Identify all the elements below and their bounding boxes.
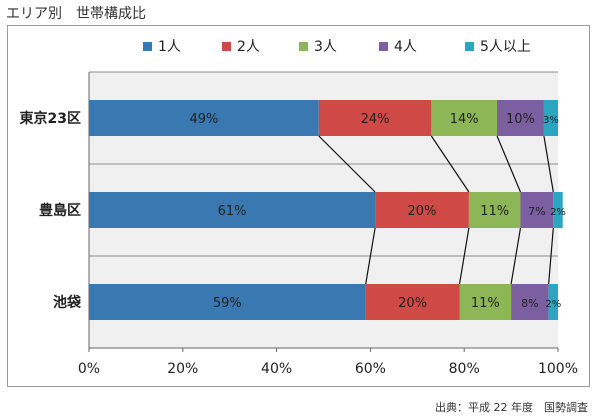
data-label: 20% bbox=[408, 204, 437, 219]
data-label: 24% bbox=[361, 112, 390, 127]
x-tick-label: 80% bbox=[449, 361, 480, 377]
legend-swatch bbox=[465, 42, 474, 51]
x-tick-label: 40% bbox=[261, 361, 292, 377]
series-connector-line bbox=[496, 135, 522, 193]
bar-segment bbox=[520, 192, 554, 228]
bar-segment bbox=[318, 100, 432, 136]
category-label: 東京23区 bbox=[20, 110, 81, 127]
data-label: 49% bbox=[189, 112, 218, 127]
bar-segment bbox=[553, 192, 563, 228]
data-label: 8% bbox=[521, 297, 538, 310]
series-connector-line bbox=[543, 135, 554, 193]
data-label: 61% bbox=[218, 204, 247, 219]
legend-swatch bbox=[379, 42, 388, 51]
data-label: 11% bbox=[480, 204, 509, 219]
legend-label: 4人 bbox=[394, 39, 417, 55]
plot-area: 0% 20% 40% 60% 80% 100% 東京23区 49% 24% 14% 10% 3% 豊島区… bbox=[20, 71, 578, 377]
series-connector-line bbox=[365, 227, 376, 285]
legend-swatch bbox=[143, 42, 152, 51]
bar-segment bbox=[459, 284, 512, 320]
legend-label: 2人 bbox=[237, 39, 260, 55]
data-label: 7% bbox=[528, 205, 545, 218]
legend-label: 3人 bbox=[314, 39, 337, 55]
legend-label: 1人 bbox=[158, 39, 181, 55]
bar-segment bbox=[375, 192, 469, 228]
source-note: 出典：平成 22 年度 国勢調査 bbox=[435, 401, 588, 414]
bar-segment bbox=[89, 284, 366, 320]
data-label: 10% bbox=[506, 112, 535, 127]
bar-segment bbox=[511, 284, 549, 320]
series-connector-line bbox=[548, 227, 554, 285]
x-tick-label: 60% bbox=[355, 361, 386, 377]
category-label: 豊島区 bbox=[39, 202, 81, 219]
bar-segment bbox=[548, 284, 558, 320]
x-tick-label: 100% bbox=[538, 361, 578, 377]
bar-segment bbox=[497, 100, 544, 136]
series-connector-line bbox=[510, 227, 522, 285]
series-connector-line bbox=[318, 135, 376, 193]
legend: 1人 2人 3人 4人 5人以上 bbox=[143, 39, 531, 55]
bar-segment bbox=[365, 284, 460, 320]
category-label: 池袋 bbox=[53, 294, 82, 311]
bar-segment bbox=[89, 100, 319, 136]
series-connector-line bbox=[430, 135, 470, 193]
legend-label: 5人以上 bbox=[480, 39, 531, 55]
x-tick-label: 0% bbox=[78, 361, 100, 377]
bar-segment bbox=[431, 100, 498, 136]
data-label: 20% bbox=[398, 296, 427, 311]
data-label: 14% bbox=[450, 112, 479, 127]
series-connector-line bbox=[458, 227, 470, 285]
data-label: 11% bbox=[471, 296, 500, 311]
data-label: 59% bbox=[213, 296, 242, 311]
data-label: 2% bbox=[545, 299, 561, 310]
legend-swatch bbox=[299, 42, 308, 51]
bar-segment bbox=[89, 192, 376, 228]
bar-segment bbox=[468, 192, 521, 228]
bar-segment bbox=[543, 100, 558, 136]
data-label: 3% bbox=[543, 115, 559, 126]
chart-heading: エリア別 世帯構成比 bbox=[6, 6, 146, 22]
x-tick-label: 20% bbox=[167, 361, 198, 377]
data-label: 2% bbox=[550, 207, 566, 218]
legend-swatch bbox=[222, 42, 231, 51]
